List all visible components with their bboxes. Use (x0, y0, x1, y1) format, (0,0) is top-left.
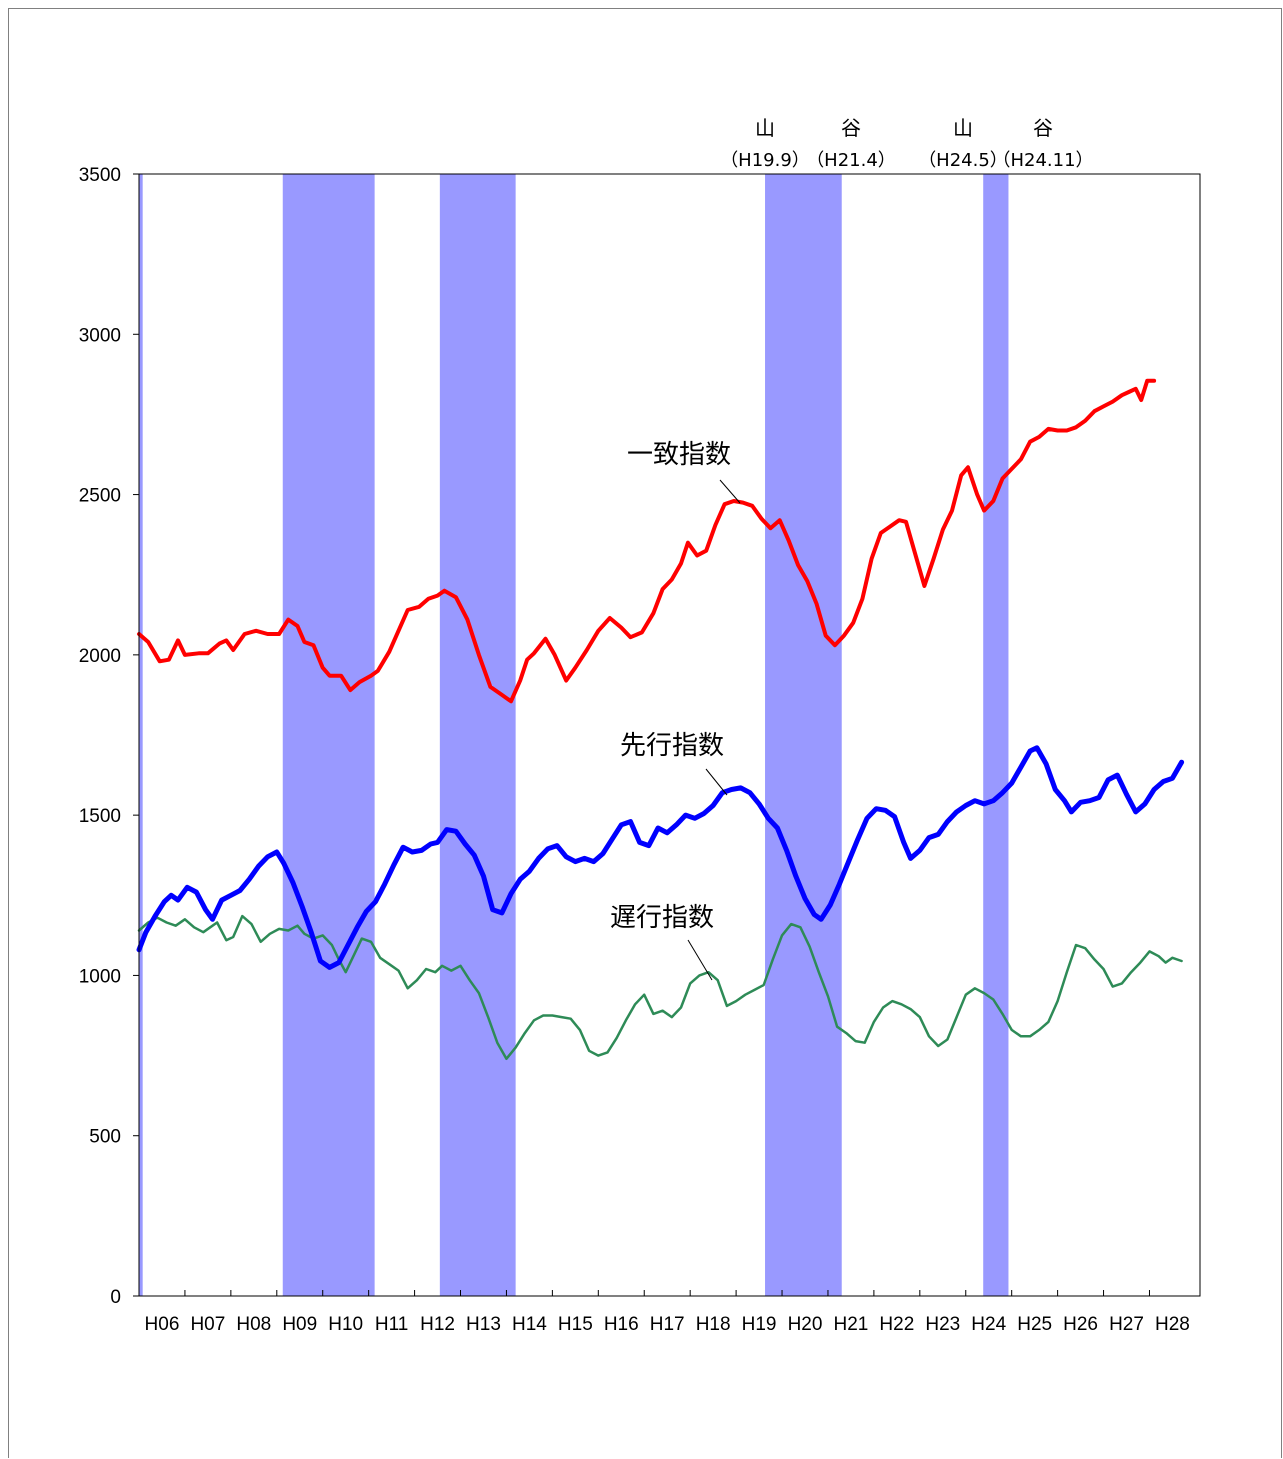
x-tick-label-5: H11 (375, 1314, 408, 1335)
peak-date-1: （H19.9） (720, 150, 810, 171)
x-tick-label-21: H27 (1109, 1314, 1144, 1335)
x-tick-label-15: H21 (833, 1314, 868, 1335)
x-tick-label-9: H15 (558, 1314, 593, 1335)
leading-leader-line (705, 768, 728, 796)
y-tick-label-5: 2500 (79, 486, 121, 507)
x-tick-label-13: H19 (742, 1314, 777, 1335)
recession-band-0 (139, 174, 143, 1296)
peak-date-2: （H24.5） (918, 150, 1008, 171)
x-tick-label-6: H12 (420, 1314, 455, 1335)
series-line-1 (136, 745, 1185, 970)
x-tick-label-7: H13 (466, 1314, 501, 1335)
x-tick-label-12: H18 (696, 1314, 731, 1335)
x-tick-label-11: H17 (650, 1314, 685, 1335)
plot-border (138, 173, 1201, 1297)
y-tick-label-2: 1000 (79, 966, 121, 987)
x-tick-label-17: H23 (925, 1314, 960, 1335)
x-tick-label-20: H26 (1063, 1314, 1098, 1335)
series-group (136, 378, 1185, 1061)
y-tick-label-3: 1500 (79, 806, 121, 827)
series-line-0 (137, 378, 1157, 704)
x-tick-label-18: H24 (971, 1314, 1006, 1335)
x-tick-label-10: H16 (604, 1314, 639, 1335)
series-labels: 一致指数 先行指数 遅行指数 (610, 440, 741, 981)
series-line-2 (137, 914, 1183, 1061)
y-tick-label-6: 3000 (79, 325, 121, 346)
x-tick-label-2: H08 (236, 1314, 271, 1335)
peak-head-2: 山 (953, 116, 973, 140)
trough-head-2: 谷 (1033, 116, 1053, 140)
turning-points: 山 （H19.9） 谷 （H21.4） 山 （H24.5） 谷 （H24.11） (720, 116, 1093, 171)
trough-head-1: 谷 (841, 116, 861, 140)
x-tick-label-19: H25 (1017, 1314, 1052, 1335)
coincident-index-label: 一致指数 (627, 440, 731, 470)
trough-date-2: （H24.11） (992, 150, 1093, 171)
lagging-index-label: 遅行指数 (610, 903, 714, 933)
y-tick-label-7: 3500 (79, 165, 121, 186)
x-tick-label-8: H14 (512, 1314, 547, 1335)
x-tick-label-3: H09 (282, 1314, 317, 1335)
x-tick-label-0: H06 (145, 1314, 180, 1335)
x-tick-label-14: H20 (788, 1314, 823, 1335)
chart-frame (8, 8, 1282, 1458)
recession-band-3 (765, 174, 842, 1296)
coincident-leader-line (719, 479, 741, 504)
x-tick-label-4: H10 (328, 1314, 363, 1335)
x-tick-label-1: H07 (190, 1314, 225, 1335)
lagging-leader-line (687, 939, 713, 981)
y-tick-label-0: 0 (110, 1287, 121, 1308)
x-tick-label-22: H28 (1155, 1314, 1190, 1335)
recession-band-1 (282, 174, 375, 1296)
recession-bands (139, 174, 1009, 1296)
axes: 0 500 1000 1500 2000 2500 3000 3500 H06 H07 H08 H09… (79, 165, 1201, 1335)
y-tick-label-1: 500 (89, 1127, 121, 1148)
x-tick-label-16: H22 (879, 1314, 914, 1335)
recession-band-4 (983, 174, 1009, 1296)
recession-band-2 (439, 174, 516, 1296)
peak-head-1: 山 (755, 116, 775, 140)
y-tick-label-4: 2000 (79, 646, 121, 667)
trough-date-1: （H21.4） (806, 150, 896, 171)
leading-index-label: 先行指数 (620, 731, 724, 761)
